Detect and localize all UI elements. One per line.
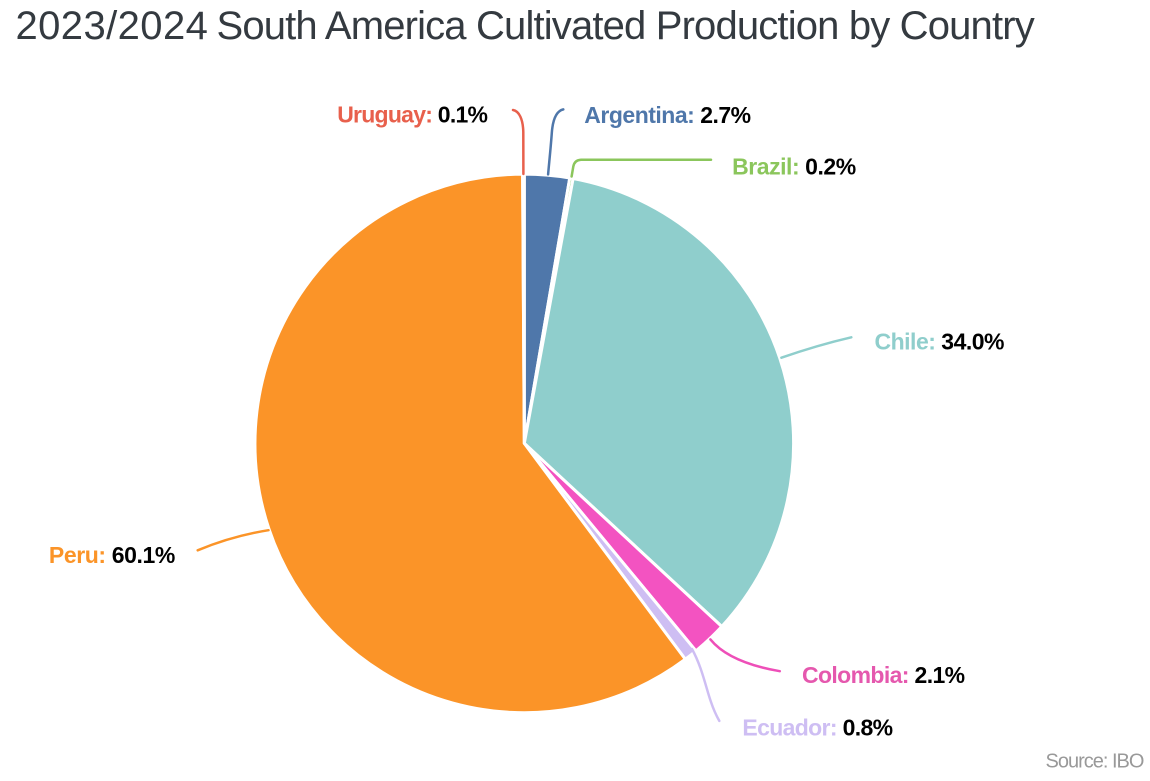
svg-text:Colombia: 2.1%: Colombia: 2.1%: [802, 662, 965, 688]
svg-text:Source: IBO: Source: IBO: [1046, 751, 1144, 773]
svg-text:Uruguay: 0.1%: Uruguay: 0.1%: [337, 102, 487, 128]
svg-text:Brazil: 0.2%: Brazil: 0.2%: [732, 153, 856, 179]
svg-text:Ecuador: 0.8%: Ecuador: 0.8%: [742, 714, 892, 740]
svg-text:2023/2024 South America Cultiv: 2023/2024 South America Cultivated Produ…: [16, 4, 1035, 48]
svg-text:Peru: 60.1%: Peru: 60.1%: [49, 542, 175, 568]
svg-text:Argentina: 2.7%: Argentina: 2.7%: [584, 102, 750, 128]
svg-text:Chile: 34.0%: Chile: 34.0%: [875, 329, 1005, 355]
